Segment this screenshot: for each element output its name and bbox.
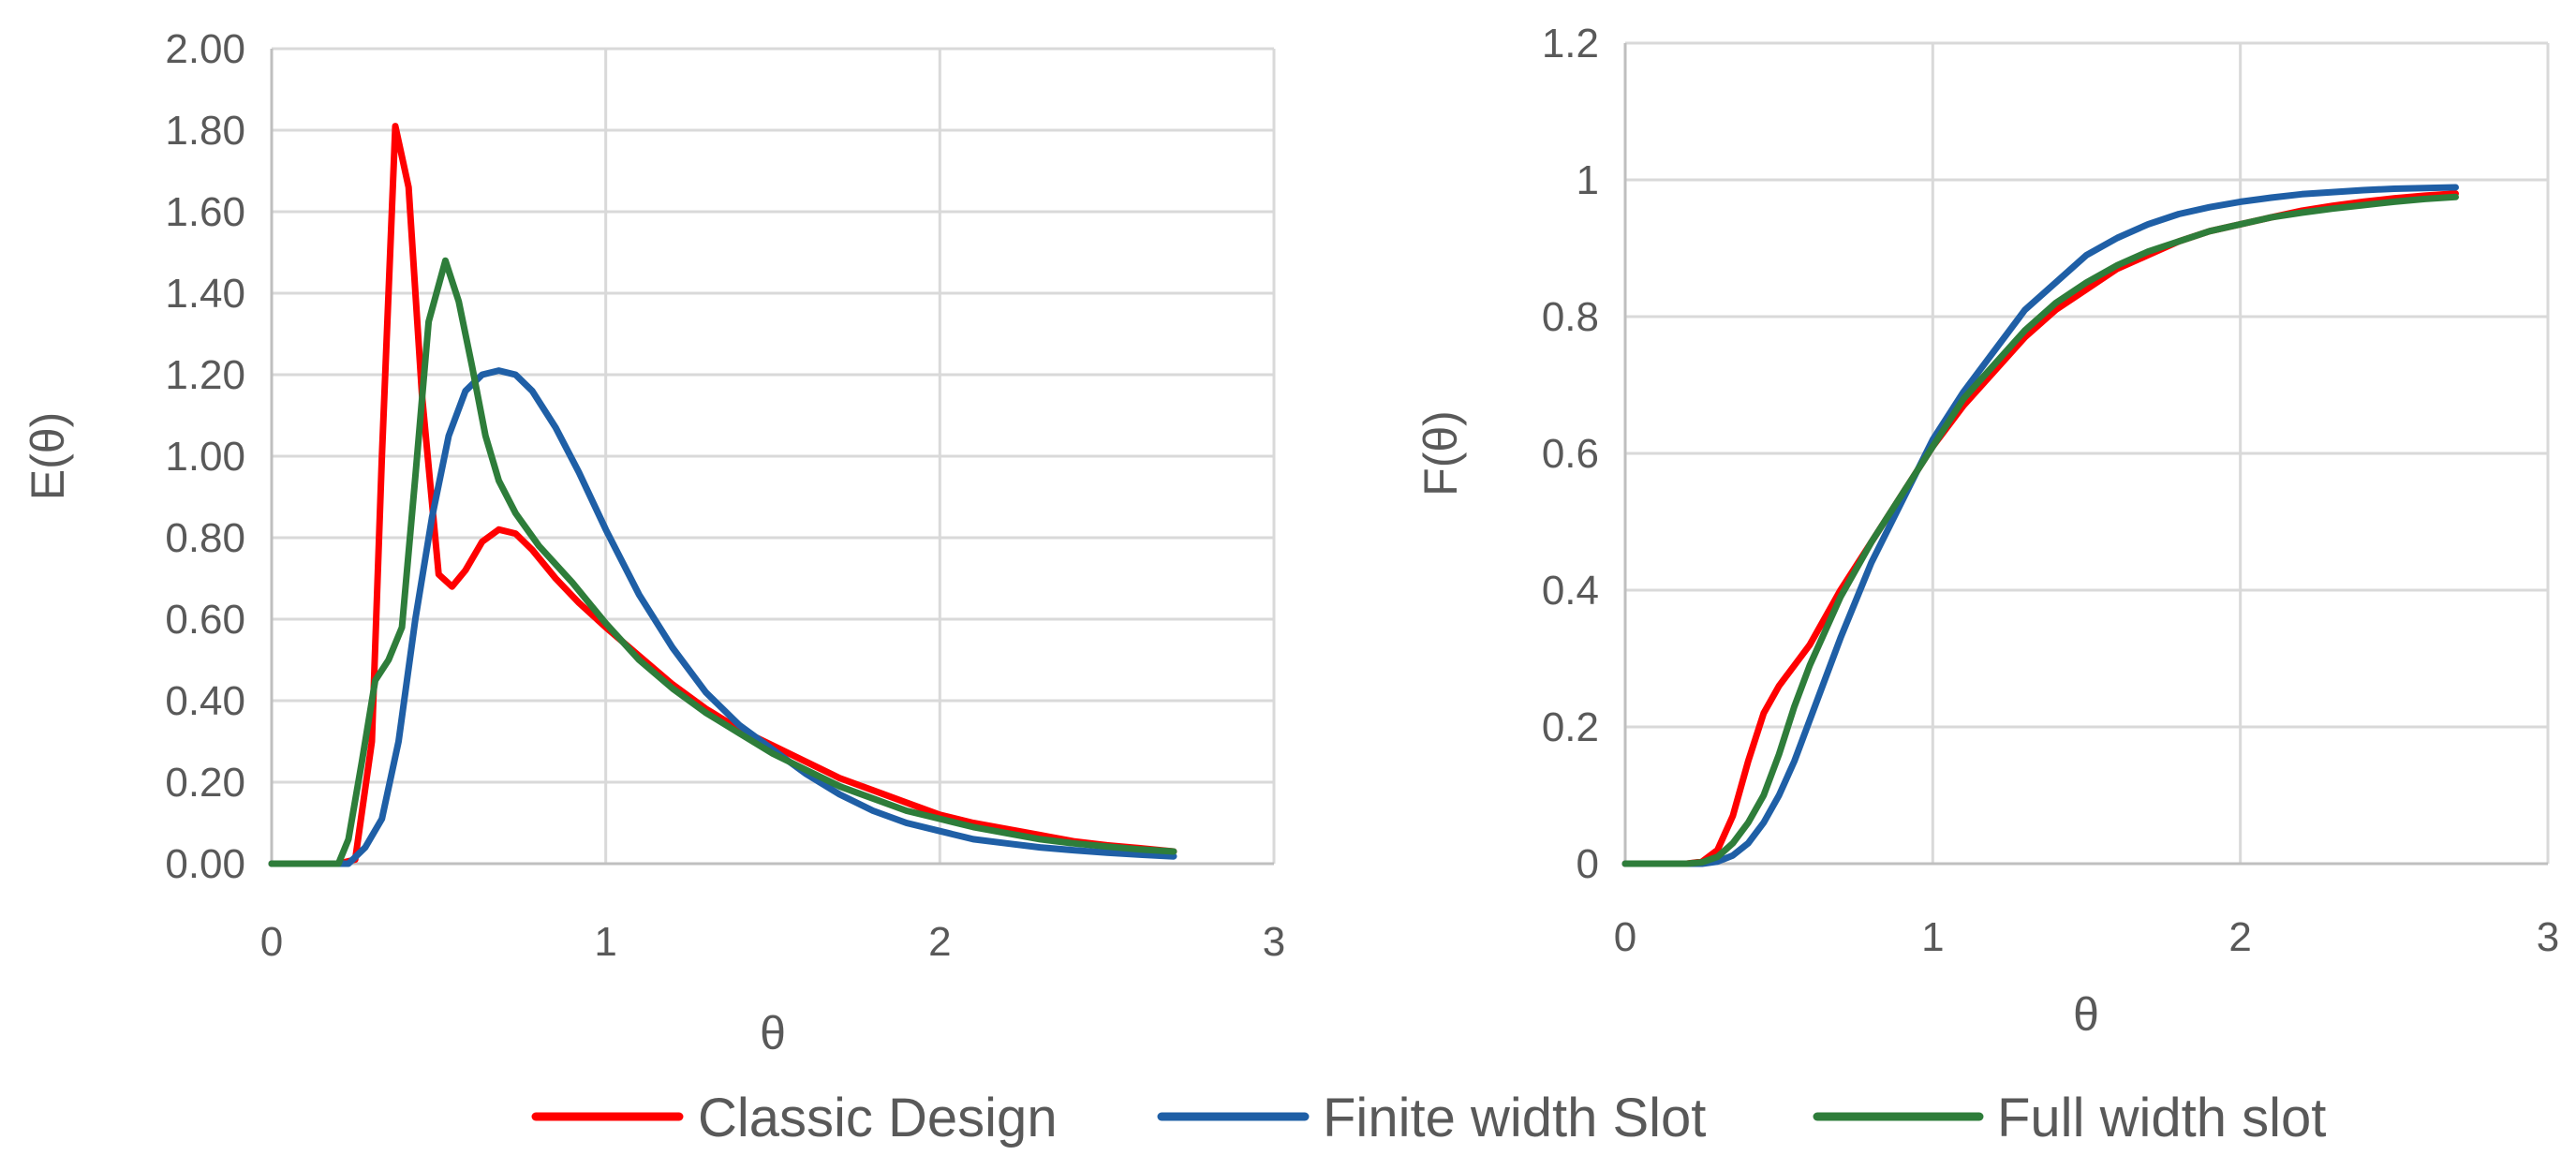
y-tick-label: 0 — [1577, 841, 1599, 887]
y-tick-label: 1.60 — [165, 189, 245, 235]
y-tick-label: 2.00 — [165, 26, 245, 72]
legend-label-full-width-slot: Full width slot — [1997, 1088, 2326, 1148]
y-tick-label: 0.6 — [1542, 431, 1599, 477]
y-tick-label: 0.60 — [165, 597, 245, 643]
x-tick-label: 1 — [1921, 914, 1944, 960]
x-tick-label: 0 — [260, 919, 283, 965]
legend: Classic Design Finite width Slot Full widt… — [531, 1088, 2326, 1148]
x-tick-label: 1 — [594, 919, 616, 965]
x-axis-title: θ — [2073, 988, 2099, 1041]
y-tick-label: 1.00 — [165, 434, 245, 480]
legend-label-classic-design: Classic Design — [698, 1088, 1058, 1148]
chart-e-theta: 0.00 0.20 0.40 0.60 0.80 1.00 1.20 1.40 1.60 1.80… — [22, 26, 1285, 1059]
x-tick-label: 2 — [928, 919, 951, 965]
x-tick-label: 3 — [2537, 914, 2559, 960]
x-tick-label: 3 — [1263, 919, 1285, 965]
series-line-classic-design — [268, 123, 1177, 867]
y-tick-label: 0.20 — [165, 760, 245, 806]
x-tick-label: 0 — [1614, 914, 1636, 960]
y-tick-label: 1 — [1577, 157, 1599, 203]
y-tick-label: 1.80 — [165, 108, 245, 154]
y-tick-label: 1.20 — [165, 352, 245, 398]
series-line-full-width-slot — [268, 257, 1177, 867]
y-tick-label: 1.40 — [165, 271, 245, 317]
y-tick-label: 0.00 — [165, 841, 245, 887]
series-line-full-width-slot — [1621, 193, 2459, 867]
y-tick-label: 1.2 — [1542, 21, 1599, 67]
y-tick-label: 0.8 — [1542, 294, 1599, 340]
legend-label-finite-width-slot: Finite width Slot — [1323, 1088, 1706, 1148]
chart-f-theta: 0 0.2 0.4 0.6 0.8 1 1.2 0 1 2 3 θ F(θ) — [1414, 21, 2559, 1041]
y-tick-label: 0.4 — [1542, 568, 1599, 614]
y-tick-label: 0.2 — [1542, 704, 1599, 750]
y-tick-label: 0.40 — [165, 678, 245, 724]
x-axis-title: θ — [760, 1007, 786, 1059]
x-tick-label: 2 — [2228, 914, 2251, 960]
y-tick-label: 0.80 — [165, 515, 245, 561]
series-line-finite-width-slot — [1621, 184, 2459, 867]
series-line-finite-width-slot — [268, 367, 1177, 867]
y-axis-title: F(θ) — [1414, 410, 1467, 496]
y-axis-title: E(θ) — [22, 412, 74, 500]
